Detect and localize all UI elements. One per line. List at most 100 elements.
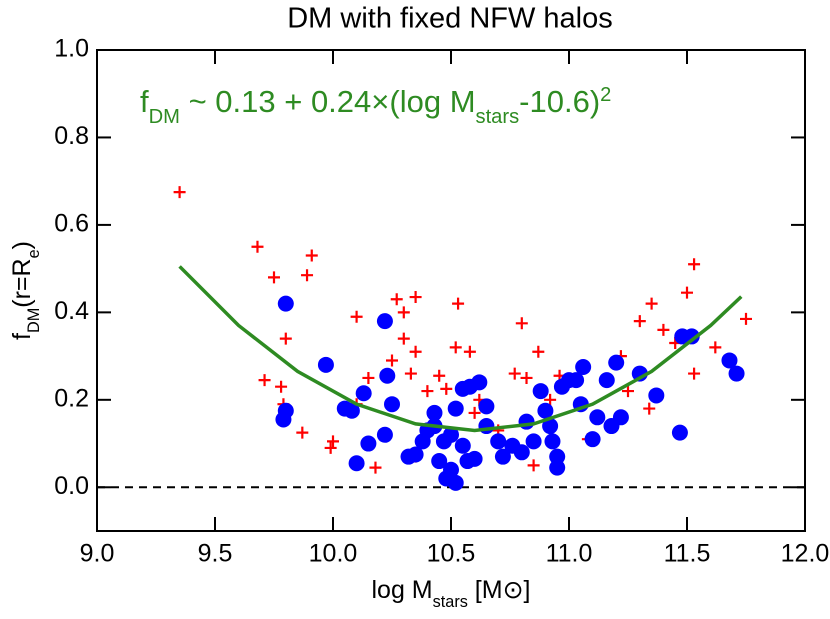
point: [443, 426, 459, 443]
point: [360, 435, 377, 452]
point: [518, 413, 535, 430]
x-axis-label-part: [M: [468, 576, 503, 604]
x-axis-label-part: ⊙: [503, 576, 524, 604]
point: [688, 367, 701, 380]
point: [525, 433, 542, 450]
point: [301, 269, 314, 282]
point: [549, 448, 566, 465]
point: [384, 396, 400, 413]
point: [532, 383, 549, 400]
point: [443, 461, 459, 478]
point: [520, 371, 533, 384]
y-tick-label: 0.4: [54, 297, 89, 325]
point: [275, 411, 292, 428]
point: [643, 402, 656, 415]
point: [508, 367, 521, 380]
point: [173, 186, 186, 199]
point: [598, 372, 615, 389]
y-axis-label: fDM(r=Re): [8, 241, 43, 340]
point: [544, 393, 557, 406]
point: [447, 400, 464, 417]
x-tick-label: 10.5: [427, 540, 476, 568]
point: [324, 441, 337, 454]
y-axis-label-part: e: [25, 249, 43, 258]
point: [544, 433, 561, 450]
point: [440, 382, 453, 395]
point: [433, 369, 446, 382]
y-axis-label-part: DM: [25, 308, 43, 333]
point: [355, 385, 372, 402]
x-axis-label-part: log M: [372, 576, 433, 604]
point: [404, 367, 417, 380]
annotation-part: f: [140, 84, 149, 119]
chart-title: DM with fixed NFW halos: [287, 3, 613, 35]
point: [447, 474, 464, 491]
x-tick-label: 9.0: [80, 540, 115, 568]
annotation: fDM ~ 0.13 + 0.24×(log Mstars-10.6)2: [140, 84, 611, 128]
point: [728, 365, 745, 382]
point: [305, 249, 318, 262]
point: [622, 385, 634, 398]
point: [532, 345, 545, 358]
x-axis-label-part: stars: [433, 593, 468, 611]
point: [397, 306, 410, 319]
point: [350, 310, 363, 323]
x-axis-label: log Mstars [M⊙]: [372, 576, 531, 611]
point: [681, 286, 693, 299]
point: [343, 402, 360, 419]
point: [688, 258, 701, 271]
y-tick-label: 1.0: [54, 35, 89, 63]
point: [709, 341, 722, 354]
x-tick-label: 12.0: [781, 540, 830, 568]
x-tick-label: 9.5: [198, 540, 233, 568]
point: [409, 345, 422, 358]
annotation-part: 2: [600, 84, 611, 106]
point: [612, 409, 629, 426]
y-tick-label: 0.8: [54, 122, 89, 150]
point: [452, 297, 465, 310]
y-tick-label: 0.0: [54, 472, 89, 500]
point: [317, 356, 334, 373]
x-tick-label: 10.0: [309, 540, 358, 568]
point: [471, 374, 488, 391]
point: [376, 313, 393, 330]
point: [279, 332, 292, 345]
point: [527, 459, 540, 472]
point: [490, 433, 507, 450]
point: [251, 240, 264, 253]
point: [426, 404, 443, 421]
point: [721, 352, 738, 369]
point: [608, 354, 625, 371]
point: [275, 380, 288, 393]
annotation-part: ~ 0.13 + 0.24×(log M: [180, 84, 476, 119]
point: [397, 332, 410, 345]
point: [431, 453, 448, 470]
point: [379, 367, 396, 384]
point: [584, 431, 601, 448]
y-tick-label: 0.2: [54, 384, 89, 412]
point: [568, 372, 585, 389]
point: [513, 444, 530, 461]
point: [515, 317, 528, 330]
point: [740, 312, 752, 325]
point: [478, 418, 495, 435]
point: [466, 450, 483, 467]
point: [549, 459, 566, 476]
point: [277, 295, 294, 312]
point: [657, 323, 670, 336]
point: [268, 271, 280, 284]
point: [478, 398, 495, 415]
point: [369, 461, 382, 474]
x-axis-label-part: ]: [524, 576, 531, 604]
point: [494, 448, 511, 465]
point: [348, 455, 365, 472]
point: [671, 424, 688, 441]
y-axis-label-part: ): [8, 241, 36, 249]
y-axis-label-part: f: [8, 333, 36, 340]
fit-curve: [178, 265, 743, 433]
point: [589, 409, 606, 426]
annotation-part: DM: [149, 106, 180, 128]
point: [633, 315, 646, 328]
